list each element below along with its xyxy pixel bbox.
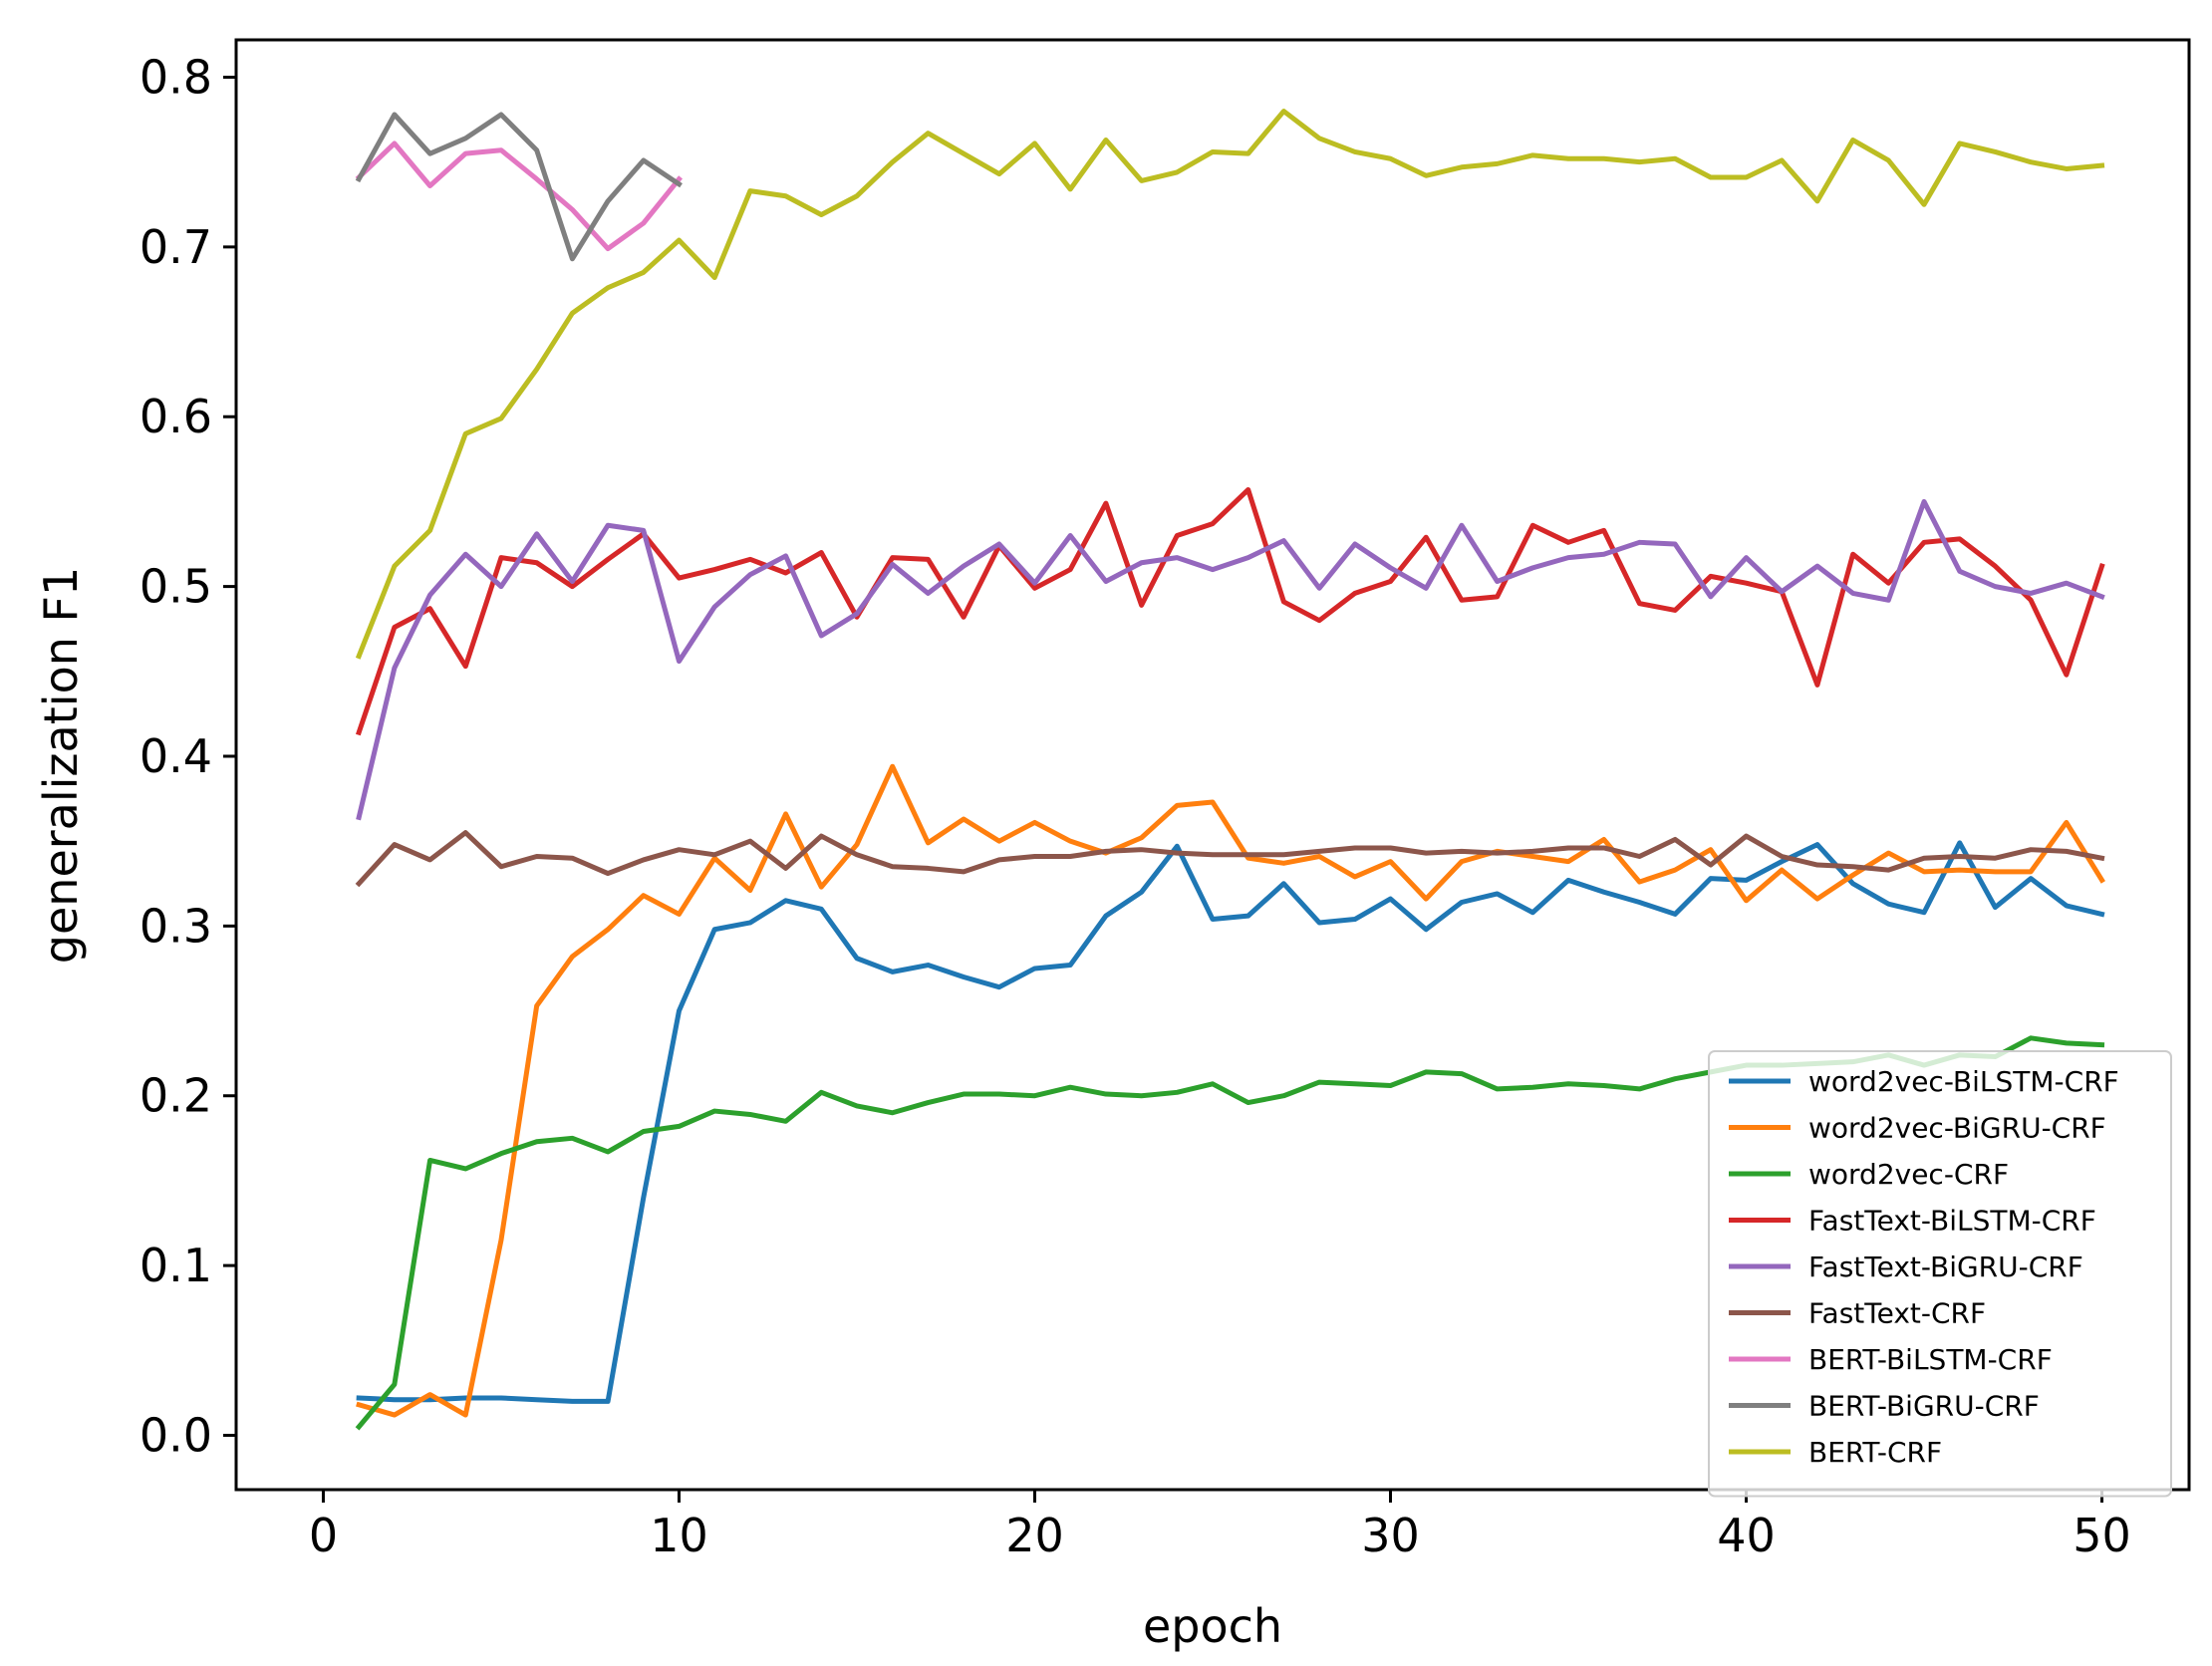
series-line-4 — [356, 498, 2105, 821]
x-tick-label: 40 — [1717, 1509, 1776, 1562]
legend: word2vec-BiLSTM-CRF word2vec-BiGRU-CRF wor… — [1708, 1050, 2172, 1498]
series-line-8 — [355, 109, 2105, 660]
series-layer — [355, 109, 2105, 1431]
x-tick-label: 0 — [309, 1509, 338, 1562]
plot-area-frame — [234, 38, 2191, 1492]
legend-label: word2vec-BiLSTM-CRF — [1808, 1065, 2119, 1098]
y-tick-label: 0.5 — [139, 560, 212, 614]
y-tick-label: 0.4 — [139, 729, 212, 783]
legend-label: FastText-CRF — [1808, 1297, 1986, 1330]
legend-label: FastText-BiLSTM-CRF — [1808, 1205, 2096, 1238]
series-line-0 — [356, 840, 2105, 1404]
series-line-3 — [356, 486, 2105, 736]
y-tick-label: 0.2 — [139, 1069, 212, 1123]
x-axis-ticks: 0 10 20 30 40 50 — [309, 1490, 2131, 1562]
series-line-7 — [355, 112, 683, 262]
y-axis-label: generalization F1 — [34, 567, 88, 964]
x-tick-label: 20 — [1005, 1509, 1064, 1562]
y-axis-ticks: 0.0 0.1 0.2 0.3 0.4 0.5 0.6 0.7 0.8 — [139, 50, 236, 1462]
y-tick-label: 0.3 — [139, 899, 212, 953]
legend-label: BERT-BiLSTM-CRF — [1808, 1343, 2053, 1376]
x-tick-label: 30 — [1361, 1509, 1420, 1562]
legend-label: word2vec-CRF — [1808, 1158, 2009, 1191]
y-tick-label: 0.6 — [139, 390, 212, 443]
x-tick-label: 50 — [2073, 1509, 2131, 1562]
legend-label: BERT-BiGRU-CRF — [1808, 1390, 2040, 1423]
series-line-5 — [355, 830, 2105, 888]
x-tick-label: 10 — [650, 1509, 708, 1562]
x-axis-label: epoch — [1143, 1599, 1282, 1653]
legend-box — [1708, 1050, 2172, 1498]
y-tick-label: 0.8 — [139, 50, 212, 104]
y-tick-label: 0.0 — [139, 1408, 212, 1462]
series-line-1 — [356, 763, 2105, 1418]
legend-label: BERT-CRF — [1808, 1436, 1942, 1469]
y-tick-label: 0.7 — [139, 220, 212, 274]
series-line-6 — [355, 140, 683, 252]
legend-label: word2vec-BiGRU-CRF — [1808, 1112, 2106, 1145]
y-tick-label: 0.1 — [139, 1239, 212, 1292]
legend-label: FastText-BiGRU-CRF — [1808, 1250, 2083, 1283]
